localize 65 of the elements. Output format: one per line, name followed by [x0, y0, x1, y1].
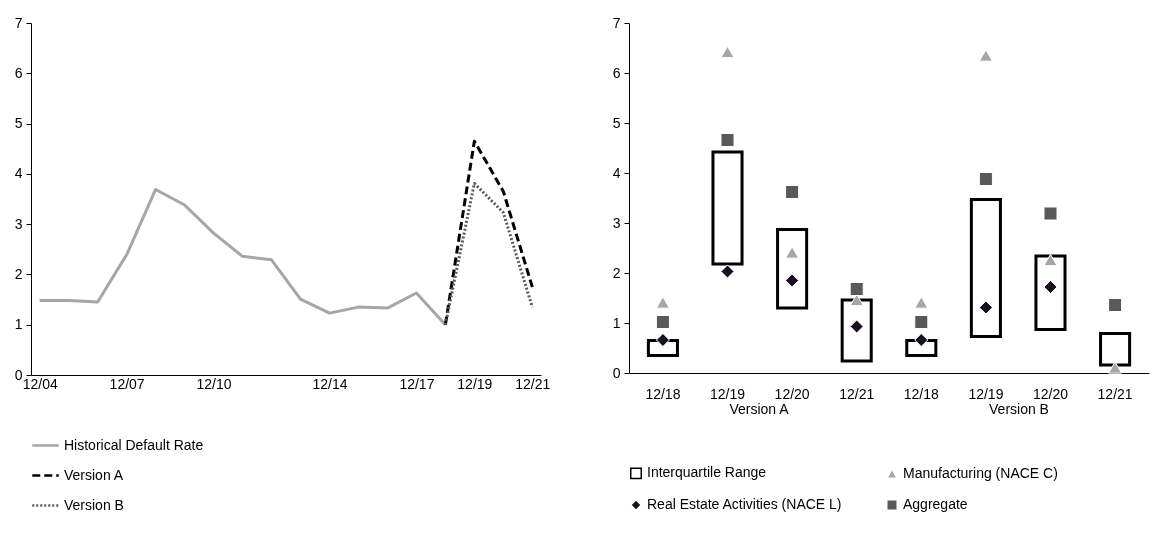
line-series: [38, 187, 447, 327]
y-tick-label: 1: [612, 314, 621, 331]
point: [1108, 361, 1123, 374]
y-tick-label: 4: [14, 165, 23, 182]
x-tick-label: 12/21: [515, 375, 551, 392]
line-series: [443, 181, 534, 327]
point: [720, 132, 735, 148]
bar: [1034, 254, 1067, 331]
x-tick-label: 12/07: [109, 375, 145, 392]
x-tick-label: 12/21: [1097, 385, 1133, 402]
y-tick-label: 0: [14, 366, 23, 383]
x-tick-label: 12/17: [399, 375, 435, 392]
y-tick-label: 2: [14, 265, 23, 282]
point: [785, 273, 800, 288]
point: [849, 319, 864, 334]
point: [720, 45, 735, 59]
x-tick-label: 12/20: [1032, 385, 1069, 402]
y-tick-label: 5: [14, 115, 23, 132]
text: Version A: [729, 401, 790, 417]
point: [978, 300, 993, 315]
point: [914, 296, 929, 309]
x-tick-label: 12/19: [457, 375, 493, 392]
legend-label: Manufacturing (NACE C): [903, 464, 1058, 481]
point: [720, 264, 735, 279]
y-tick-label: 0: [612, 364, 621, 381]
point: [914, 314, 929, 330]
point: [1043, 279, 1058, 295]
point: [978, 171, 993, 187]
x-tick-label: 12/14: [312, 375, 348, 392]
y-tick-label: 6: [14, 64, 23, 81]
x-tick-label: 12/19: [709, 385, 746, 402]
y-tick-label: 7: [612, 14, 621, 31]
bar: [776, 228, 809, 310]
y-tick-label: 7: [14, 14, 23, 31]
y-tick-label: 3: [14, 215, 23, 232]
y-tick-label: 2: [612, 264, 621, 281]
x-tick-label: 12/18: [903, 385, 940, 402]
y-tick-label: 4: [612, 164, 621, 181]
y-tick-label: 5: [612, 114, 621, 131]
legend-label: Aggregate: [903, 496, 968, 512]
legend-label: Interquartile Range: [647, 464, 767, 481]
y-tick-label: 1: [14, 316, 23, 333]
x-tick-label: 12/04: [22, 375, 58, 392]
point: [1043, 206, 1058, 221]
legend-label: Version B: [64, 496, 124, 513]
point: [655, 296, 670, 309]
text: Version B: [989, 401, 1049, 417]
point: [1043, 253, 1058, 267]
y-tick-label: 6: [612, 64, 621, 81]
legend-label: Real Estate Activities (NACE L): [647, 496, 842, 512]
point: [785, 246, 800, 259]
point: [785, 184, 800, 200]
x-tick-label: 12/10: [196, 375, 232, 392]
legend-label: Historical Default Rate: [64, 436, 204, 453]
point: [978, 49, 993, 62]
point: [849, 281, 864, 297]
point: [1108, 297, 1123, 313]
y-tick-label: 3: [612, 214, 621, 231]
x-tick-label: 12/18: [645, 385, 681, 402]
x-tick-label: 12/21: [839, 385, 875, 402]
legend-label: Version A: [64, 466, 124, 483]
x-tick-label: 12/19: [968, 385, 1004, 402]
x-tick-label: 12/20: [774, 385, 810, 402]
bar: [969, 198, 1002, 338]
point: [655, 314, 670, 330]
